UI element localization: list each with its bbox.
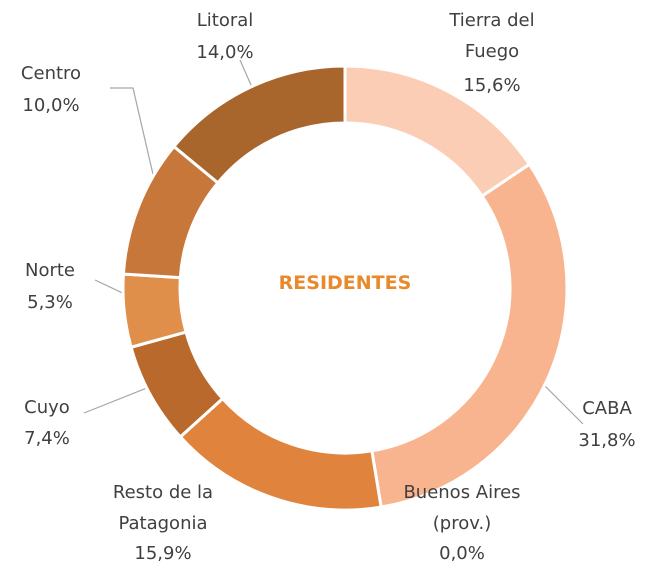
value-label: 5,3%: [27, 292, 73, 313]
category-label: CABA: [582, 398, 632, 419]
value-label: 15,6%: [463, 75, 521, 96]
value-label: 10,0%: [22, 95, 80, 116]
category-label: Cuyo: [24, 397, 70, 418]
donut-segment: [171, 64, 347, 185]
value-label: 0,0%: [439, 543, 485, 564]
category-label: Tierra del Fuego: [449, 10, 535, 62]
category-label: Litoral: [196, 10, 254, 31]
center-label: RESIDENTES: [278, 272, 412, 294]
category-label: Centro: [20, 63, 82, 84]
category-label: Buenos Aires (prov.): [403, 482, 521, 534]
value-label: 31,8%: [578, 430, 636, 451]
category-label: Resto de la Patagonia: [112, 482, 214, 534]
value-label: 15,9%: [134, 543, 192, 564]
category-label: Norte: [24, 260, 75, 281]
leader-line: [110, 87, 156, 184]
value-label: 7,4%: [24, 428, 70, 449]
donut-segment: [370, 162, 569, 509]
value-label: 14,0%: [196, 42, 254, 63]
